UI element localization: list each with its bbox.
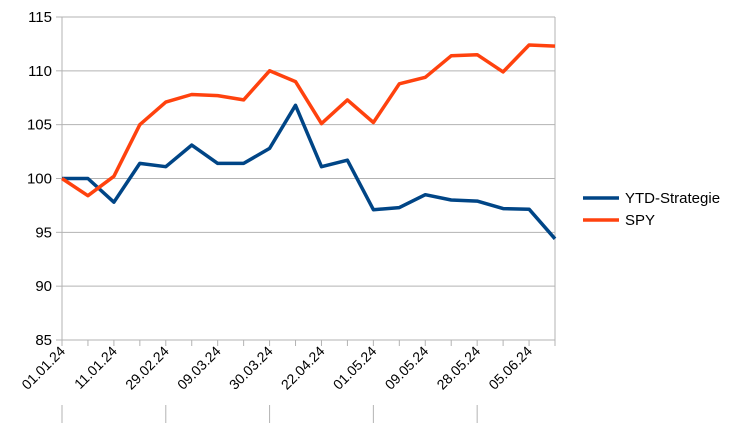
x-tick-label: 28.05.24 [433,343,483,393]
x-tick-label: 30.03.24 [226,343,276,393]
x-tick-label: 29.02.24 [122,343,172,393]
x-tick-label: 01.05.24 [330,343,380,393]
x-tick-label: 11.01.24 [71,343,120,392]
series-lines [61,43,557,240]
x-tick-label: 09.03.24 [174,343,224,393]
legend-label-1: SPY [625,212,655,229]
y-tick-label: 95 [35,224,52,241]
y-tick-label: 115 [28,9,52,26]
series-line-0 [62,103,557,240]
y-tick-label: 85 [35,332,52,349]
x-tick-label: 22.04.24 [278,343,328,393]
x-tick-label: 01.01.24 [18,343,68,393]
series-line-1 [61,43,556,198]
grid-lines [56,16,556,341]
y-tick-label: 105 [27,117,52,134]
legend-label-0: YTD-Strategie [625,190,720,207]
y-tick-label: 90 [35,278,52,295]
x-tick-label: 09.05.24 [382,343,432,393]
x-axis: 01.01.24 11.01.24 29.02.24 09.03.24 30.03.24… [18,340,556,423]
x-tick-label: 05.06.24 [485,343,535,393]
legend: YTD-Strategie SPY [583,190,720,229]
y-tick-label: 100 [27,171,52,188]
y-axis-ticks: 85 90 95 100 105 110 115 [27,9,52,349]
y-tick-label: 110 [28,63,52,80]
